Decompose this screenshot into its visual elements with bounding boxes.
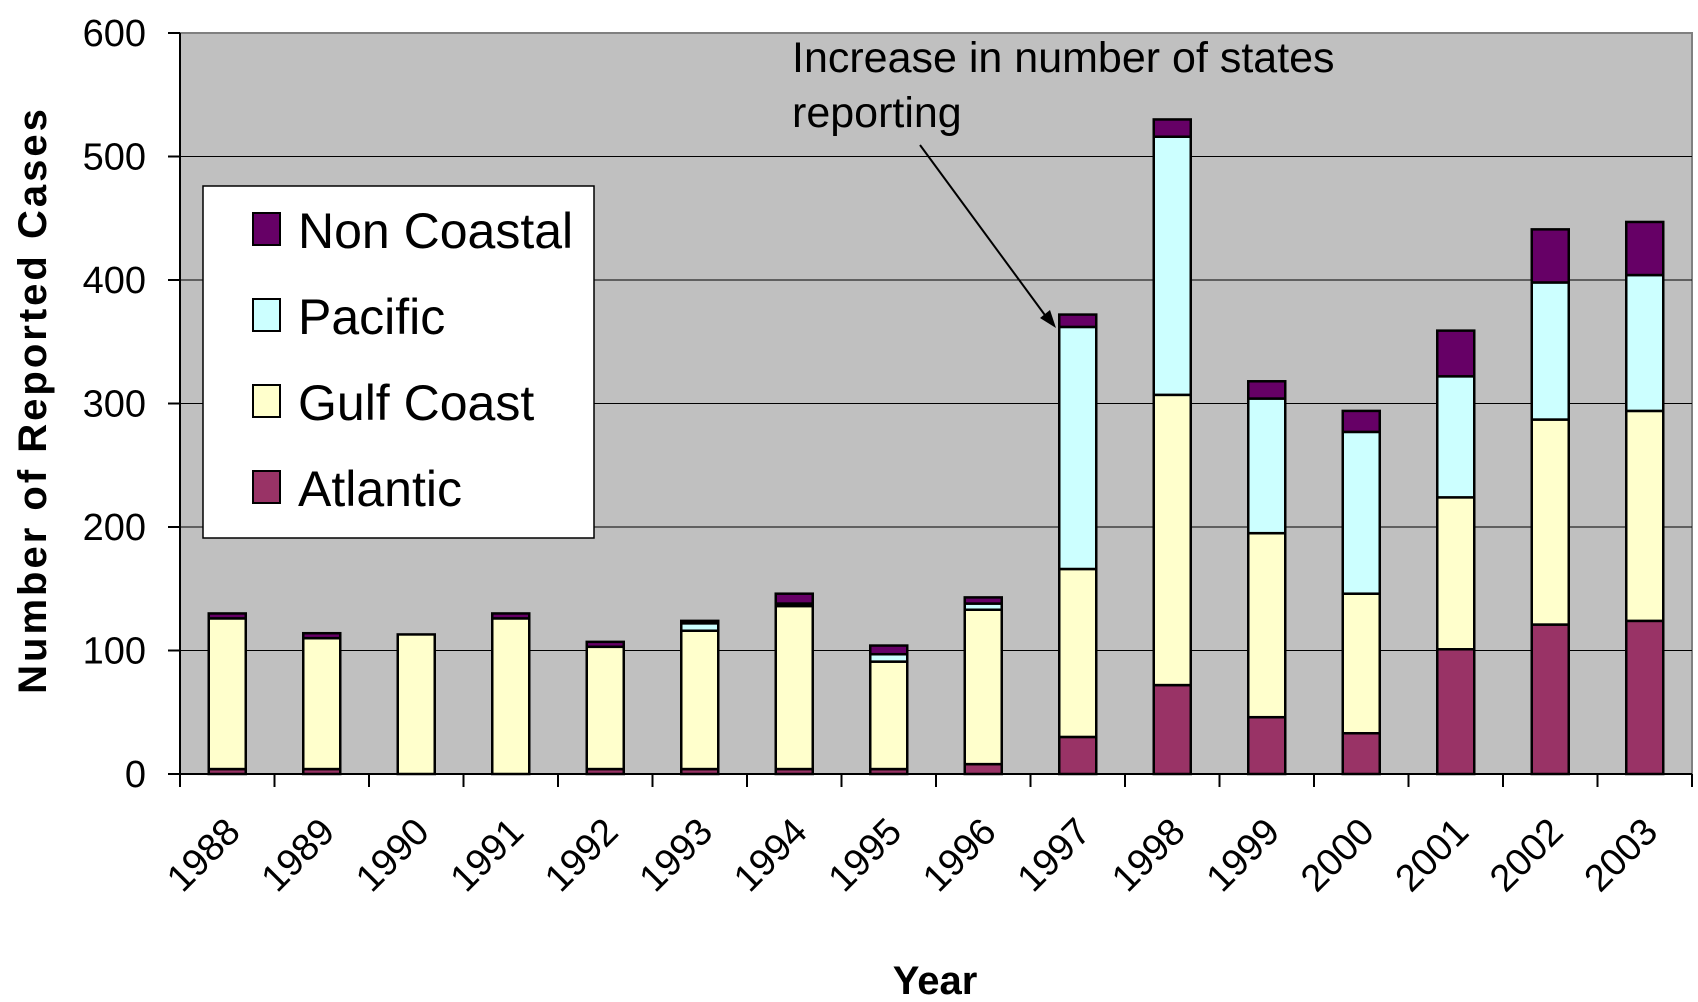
legend-swatch [252,470,281,504]
bar-segment-pacific [1058,325,1098,571]
bar-segment-atlantic [1625,619,1665,776]
bar-segment-non-coastal [1152,118,1192,138]
bar-segment-non-coastal [1247,380,1287,400]
bar-segment-non-coastal [774,592,814,605]
bar-segment-atlantic [1152,683,1192,776]
x-tick-label: 2002 [1482,811,1571,900]
bar-segment-atlantic [963,762,1003,776]
bar-segment-gulf-coast [491,617,531,776]
x-tick-label: 1992 [537,811,626,900]
bar-segment-atlantic [1247,715,1287,776]
annotation-line-1: Increase in number of states [792,34,1335,82]
legend-label: Pacific [298,289,445,345]
legend-swatch [252,384,281,418]
bar-segment-pacific [1625,273,1665,413]
bar-segment-pacific [1247,397,1287,535]
x-tick-label: 1991 [443,811,532,900]
y-tick-label: 400 [83,260,146,302]
legend-label: Non Coastal [298,203,573,259]
bar-segment-pacific [1341,430,1381,595]
y-tick-label: 600 [83,13,146,55]
annotation: Increase in number of states reporting [792,34,1335,328]
bar-segment-gulf-coast [774,604,814,771]
legend-swatch [252,212,281,246]
bar-segment-non-coastal [1058,313,1098,329]
bars [207,118,1665,776]
bar-segment-pacific [1152,135,1192,397]
bar-segment-gulf-coast [869,660,909,771]
x-tick-label: 1988 [159,811,248,900]
bar-segment-gulf-coast [207,617,247,771]
bar-segment-non-coastal [1625,220,1665,277]
x-tick-label: 1993 [632,811,721,900]
y-tick-label: 100 [83,631,146,673]
bar-segment-atlantic [1058,735,1098,776]
bar-segment-non-coastal [1530,228,1570,284]
bar-segment-gulf-coast [1152,393,1192,687]
bar-segment-gulf-coast [302,636,342,771]
bar-segment-atlantic [1341,731,1381,776]
x-axis-title: Year [893,959,978,1002]
bar-segment-non-coastal [585,640,625,649]
legend-label: Gulf Coast [298,375,534,431]
x-axis-ticks: 1988 1989 1990 1991 1992 1993 1994 1995 1996 1997… [159,774,1693,900]
bar-segment-gulf-coast [1058,567,1098,739]
annotation-arrowhead [1040,310,1056,328]
bar-segment-non-coastal [1341,409,1381,434]
bar-segment-atlantic [1436,648,1476,776]
bar-segment-pacific [1530,281,1570,421]
x-tick-label: 1998 [1104,811,1193,900]
bar-segment-pacific [1436,375,1476,499]
legend: Non Coastal Pacific Gulf Coast Atlantic [202,185,595,539]
x-tick-label: 1989 [254,811,343,900]
legend-label: Atlantic [298,461,462,517]
y-tick-label: 200 [83,507,146,549]
y-tick-label: 500 [83,137,146,179]
bar-segment-gulf-coast [963,608,1003,766]
bar-segment-gulf-coast [680,629,720,771]
bar-segment-gulf-coast [1436,496,1476,651]
x-tick-label: 1990 [348,811,437,900]
y-axis-ticks: 0 100 200 300 400 500 600 [83,13,180,796]
x-tick-label: 2001 [1388,811,1477,900]
x-tick-label: 1999 [1199,811,1288,900]
bar-segment-gulf-coast [1247,531,1287,719]
x-tick-label: 2000 [1293,811,1382,900]
x-tick-label: 1994 [726,811,815,900]
bar-segment-gulf-coast [1341,592,1381,735]
bar-segment-gulf-coast [396,633,436,776]
x-tick-label: 1995 [821,811,910,900]
bar-segment-atlantic [1530,623,1570,776]
y-tick-label: 0 [125,754,146,796]
bar-segment-non-coastal [963,596,1003,605]
bar-segment-non-coastal [869,644,909,656]
bar-segment-gulf-coast [1625,409,1665,623]
bar-segment-non-coastal [302,631,342,640]
bar-segment-non-coastal [207,612,247,620]
bar-segment-gulf-coast [1530,418,1570,626]
bar-segment-non-coastal [1436,329,1476,378]
bar-segment-non-coastal [680,619,720,625]
annotation-arrow-line [919,144,1051,323]
y-axis-title: Number of Reported Cases [11,106,55,694]
x-tick-label: 2003 [1577,811,1666,900]
legend-swatch [252,298,281,332]
x-tick-label: 1996 [915,811,1004,900]
x-tick-label: 1997 [1010,811,1099,900]
bar-segment-non-coastal [491,612,531,620]
annotation-line-2: reporting [792,89,962,137]
bar-segment-gulf-coast [585,645,625,771]
y-tick-label: 300 [83,384,146,426]
